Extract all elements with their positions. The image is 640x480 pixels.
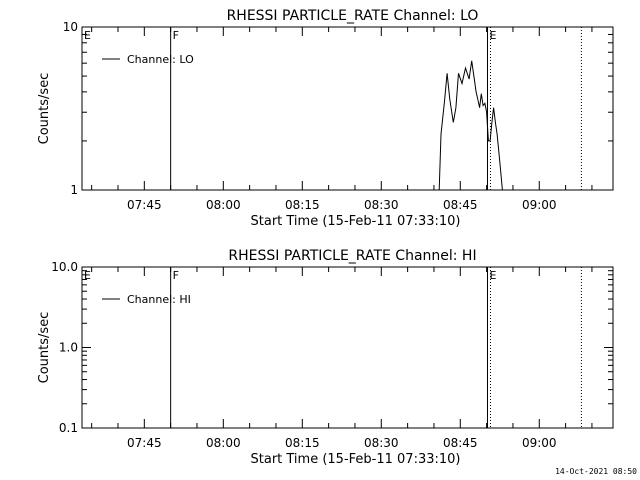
x-tick-label: 08:00 (206, 198, 241, 212)
event-label: E (84, 29, 91, 42)
event-label: F (173, 269, 179, 282)
event-label: E (489, 29, 496, 42)
legend: Channel: HI (102, 293, 191, 306)
x-tick-label: 08:15 (285, 436, 320, 450)
y-axis-label: Counts/sec (37, 73, 52, 145)
x-tick-label: 08:15 (285, 198, 320, 212)
x-tick-label: 09:00 (522, 198, 557, 212)
x-tick-label: 08:45 (443, 436, 478, 450)
y-tick-label: 10.0 (51, 260, 78, 274)
y-tick-label: 1 (70, 183, 78, 197)
footer-timestamp: 14-Oct-2021 08:50 (555, 467, 637, 476)
x-tick-label: 08:30 (364, 436, 399, 450)
x-tick-label: 09:00 (522, 436, 557, 450)
plot-frame (81, 26, 614, 191)
x-tick-label: 07:45 (127, 436, 162, 450)
x-tick-label: 07:45 (127, 198, 162, 212)
x-axis-label: Start Time (15-Feb-11 07:33:10) (251, 214, 461, 229)
chart-panel-2: RHESSI PARTICLE_RATE Channel: HI Counts/s… (37, 248, 614, 467)
x-axis-label: Start Time (15-Feb-11 07:33:10) (251, 452, 461, 467)
x-tick-label: 08:00 (206, 436, 241, 450)
y-tick-label: 1.0 (59, 341, 78, 355)
event-label: E (84, 269, 91, 282)
event-label: F (173, 29, 179, 42)
event-label: E (489, 269, 496, 282)
chart-panel-1: RHESSI PARTICLE_RATE Channel: LO Counts/s… (37, 8, 614, 229)
legend-label: Channel: HI (127, 293, 191, 306)
chart-title: RHESSI PARTICLE_RATE Channel: HI (228, 248, 476, 264)
x-tick-label: 08:30 (364, 198, 399, 212)
legend: Channel: LO (102, 53, 194, 66)
legend-label: Channel: LO (127, 53, 194, 66)
series-line-1 (438, 60, 503, 191)
x-tick-label: 08:45 (443, 198, 478, 212)
chart-title: RHESSI PARTICLE_RATE Channel: LO (227, 8, 479, 24)
plot-frame (81, 266, 614, 429)
y-tick-label: 10 (63, 20, 78, 34)
y-axis-label: Counts/sec (37, 312, 52, 384)
y-tick-label: 0.1 (59, 421, 78, 435)
